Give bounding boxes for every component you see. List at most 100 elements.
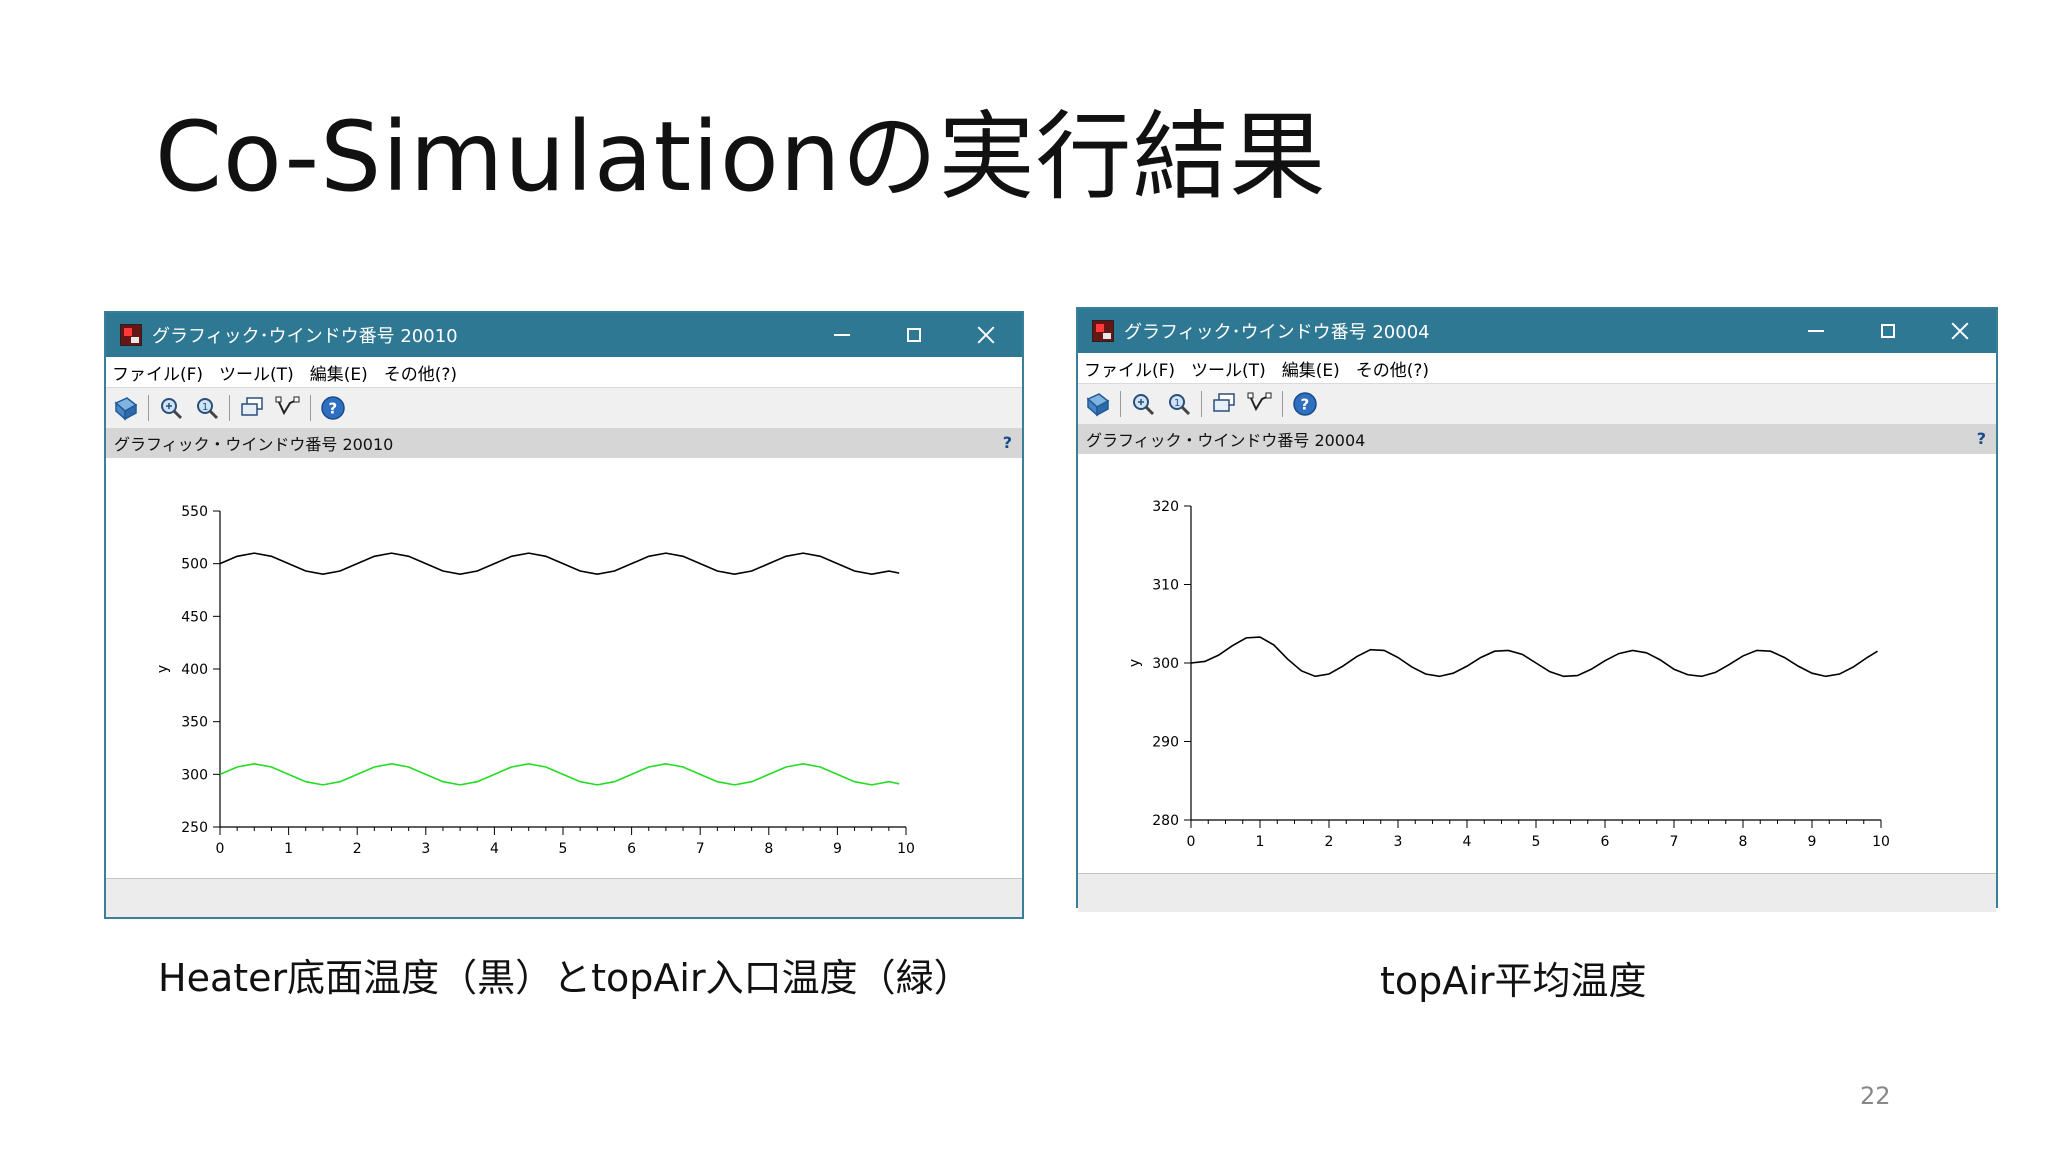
close-icon [977,326,995,344]
line-chart[interactable]: 250 300 350 400 450 500 550 0 1 2 3 4 5 6 7 8 9 10 y [106,458,1022,878]
info-bar: グラフィック・ウインドウ番号 20004 ? [1078,424,1996,454]
x-tick-label: 9 [833,841,842,857]
x-tick-label: 5 [559,841,568,857]
datatip-icon [275,396,300,416]
plot-area[interactable]: 280 290 300 310 320 0 1 2 3 4 5 6 7 8 9 10 y [1078,454,1996,873]
svg-text:?: ? [329,400,338,418]
x-tick-label: 7 [696,841,705,857]
x-tick-label: 1 [284,841,293,857]
y-tick-label: 500 [181,557,208,573]
minimize-button[interactable] [1780,309,1852,353]
toolbar: 1 ? [106,388,1022,428]
rotate-icon [1086,393,1110,417]
menu-file[interactable]: ファイル(F) [1084,360,1176,381]
page-number: 22 [1860,1082,1891,1110]
x-tick-label: 2 [353,841,362,857]
y-tick-label: 300 [1152,656,1179,672]
menubar: ファイル(F) ツール(T) 編集(E) その他(?) [1078,353,1996,384]
x-tick-label: 8 [1739,834,1748,850]
window-titlebar[interactable]: グラフィック･ウインドウ番号 20010 [106,313,1022,357]
toolbar-separator [148,395,149,421]
menubar: ファイル(F) ツール(T) 編集(E) その他(?) [106,357,1022,388]
caption-left: Heater底面温度（黒）とtopAir入口温度（緑） [158,956,972,1000]
y-axis-label: y [155,665,171,673]
svg-text:1: 1 [1174,398,1180,409]
series-line [1190,636,1878,678]
info-help-icon[interactable]: ? [1976,429,1986,448]
close-button[interactable] [950,313,1022,357]
y-tick-label: 320 [1152,499,1179,515]
menu-edit[interactable]: 編集(E) [1281,360,1340,381]
y-axis-label: y [1127,659,1143,667]
zoom-button[interactable] [157,394,185,422]
x-tick-label: 9 [1808,834,1817,850]
toolbar-separator [310,395,311,421]
svg-text:?: ? [1301,396,1310,414]
menu-other[interactable]: その他(?) [383,364,458,385]
y-tick-label: 280 [1152,813,1179,829]
series-line [219,552,900,576]
menu-other[interactable]: その他(?) [1355,360,1430,381]
graphic-window-20010[interactable]: グラフィック･ウインドウ番号 20010 ファイル(F) ツール(T) 編集(E… [104,311,1024,919]
datatip-button[interactable] [1246,390,1274,418]
scilab-app-icon [1092,320,1114,342]
minimize-button[interactable] [806,313,878,357]
window-title: グラフィック･ウインドウ番号 20010 [152,326,458,347]
y-tick-label: 550 [181,504,208,520]
x-tick-label: 2 [1325,834,1334,850]
y-tick-label: 310 [1152,578,1179,594]
unzoom-button[interactable]: 1 [1165,390,1193,418]
close-icon [1951,322,1969,340]
maximize-icon [907,328,921,342]
rotate-button[interactable] [112,394,140,422]
menu-file[interactable]: ファイル(F) [112,364,204,385]
close-button[interactable] [1924,309,1996,353]
y-tick-label: 250 [181,820,208,836]
toolbar-separator [1201,391,1202,417]
help-button[interactable]: ? [319,394,347,422]
x-tick-label: 3 [1394,834,1403,850]
graphic-window-20004[interactable]: グラフィック･ウインドウ番号 20004 ファイル(F) ツール(T) 編集(E… [1076,307,1998,912]
line-chart[interactable]: 280 290 300 310 320 0 1 2 3 4 5 6 7 8 9 10 y [1078,454,1996,873]
x-tick-label: 0 [1187,834,1196,850]
help-button[interactable]: ? [1291,390,1319,418]
y-tick-label: 350 [181,715,208,731]
x-tick-label: 8 [764,841,773,857]
datatip-button[interactable] [274,394,302,422]
x-tick-label: 6 [1601,834,1610,850]
window-title: グラフィック･ウインドウ番号 20004 [1124,322,1430,343]
maximize-button[interactable] [1852,309,1924,353]
menu-tools[interactable]: ツール(T) [1191,360,1266,381]
unzoom-icon: 1 [1169,394,1191,416]
menu-tools[interactable]: ツール(T) [219,364,294,385]
scilab-app-icon [120,324,142,346]
x-tick-label: 6 [627,841,636,857]
select-button[interactable] [238,394,266,422]
svg-text:1: 1 [202,402,208,413]
zoom-icon [161,398,183,420]
toolbar-separator [229,395,230,421]
y-tick-label: 400 [181,662,208,678]
caption-right: topAir平均温度 [1380,959,1647,1003]
zoom-button[interactable] [1129,390,1157,418]
unzoom-icon: 1 [197,398,219,420]
unzoom-button[interactable]: 1 [193,394,221,422]
window-titlebar[interactable]: グラフィック･ウインドウ番号 20004 [1078,309,1996,353]
help-icon: ? [321,396,345,420]
menu-edit[interactable]: 編集(E) [309,364,368,385]
y-tick-label: 300 [181,767,208,783]
x-tick-label: 4 [490,841,499,857]
datatip-icon [1247,392,1272,412]
info-help-icon[interactable]: ? [1002,433,1012,452]
rotate-button[interactable] [1084,390,1112,418]
x-tick-label: 1 [1256,834,1265,850]
plot-area[interactable]: 250 300 350 400 450 500 550 0 1 2 3 4 5 6 7 8 9 10 y [106,458,1022,878]
status-bar [1078,873,1996,912]
minimize-icon [1808,330,1824,332]
maximize-button[interactable] [878,313,950,357]
x-tick-label: 3 [421,841,430,857]
series-line [219,762,900,786]
info-text: グラフィック・ウインドウ番号 20010 [114,435,394,454]
maximize-icon [1881,324,1895,338]
select-button[interactable] [1210,390,1238,418]
